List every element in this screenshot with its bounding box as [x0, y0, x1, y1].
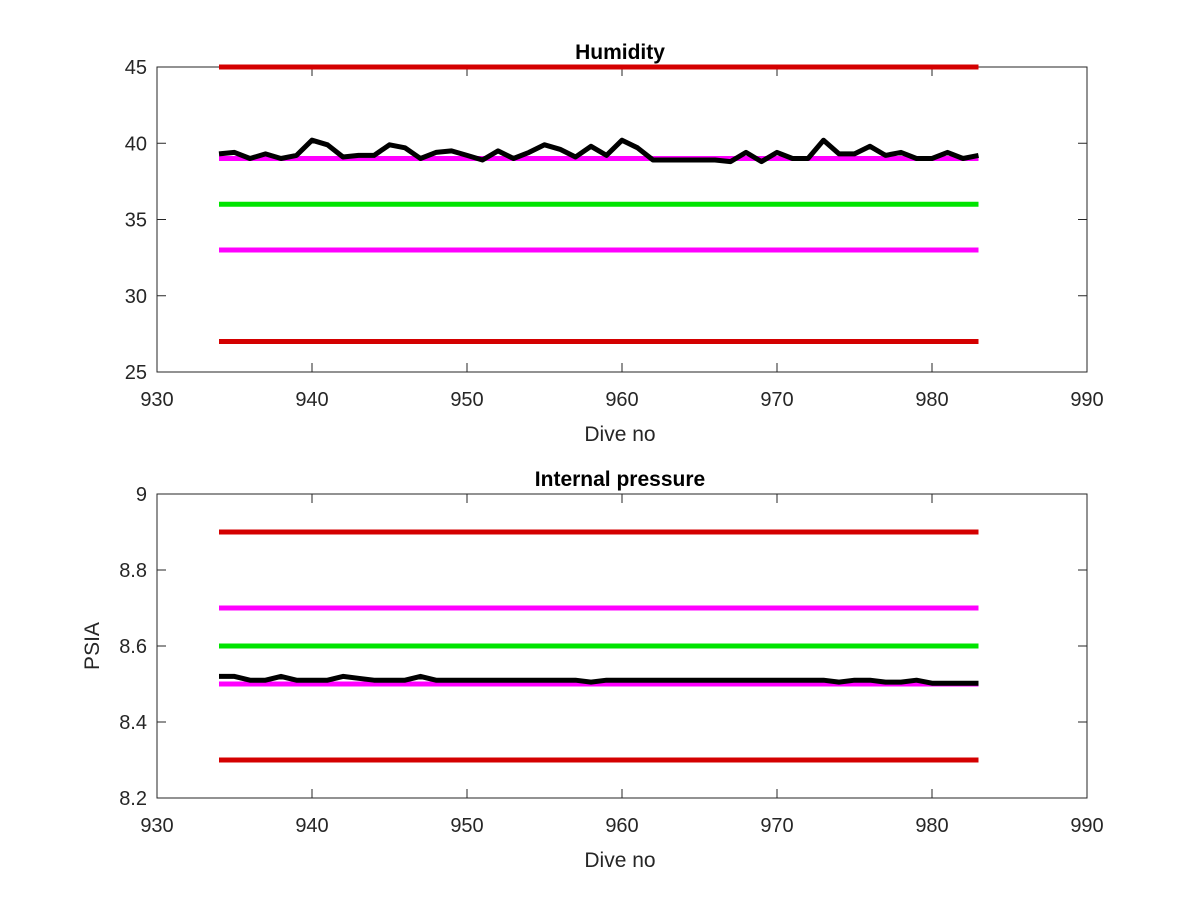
y-tick-label: 8.4 — [119, 712, 147, 734]
y-tick-label: 8.8 — [119, 560, 147, 582]
x-tick-label: 960 — [605, 815, 638, 837]
x-tick-label: 950 — [450, 389, 483, 411]
x-tick-label: 970 — [760, 389, 793, 411]
internal-pressure-chart: 930 940 950 960 970 980 990 8.2 8.4 8.6 8.8 9 Intern… — [81, 468, 1104, 872]
series-line — [219, 673, 979, 686]
y-tick-label: 35 — [125, 210, 147, 232]
x-tick-label: 980 — [915, 815, 948, 837]
y-tick-label: 25 — [125, 362, 147, 384]
x-tick-label: 990 — [1070, 389, 1103, 411]
x-tick-label: 940 — [295, 389, 328, 411]
x-tick-label: 990 — [1070, 815, 1103, 837]
x-axis-label: Dive no — [584, 423, 655, 446]
humidity-chart: 930 940 950 960 970 980 990 25 30 35 40 45 Humidity D… — [125, 41, 1104, 446]
y-tick-label: 9 — [136, 484, 147, 506]
x-tick-label: 940 — [295, 815, 328, 837]
chart-title: Internal pressure — [535, 468, 705, 491]
y-tick-label: 30 — [125, 286, 147, 308]
x-tick-label: 970 — [760, 815, 793, 837]
chart-title: Humidity — [575, 41, 665, 64]
x-tick-label: 930 — [140, 389, 173, 411]
y-tick-label: 8.6 — [119, 636, 147, 658]
axes-box — [156, 66, 1088, 373]
series-line — [218, 137, 979, 165]
y-tick-label: 8.2 — [119, 788, 147, 810]
x-tick-label: 930 — [140, 815, 173, 837]
y-tick-label: 40 — [125, 133, 147, 155]
y-tick-label: 45 — [125, 57, 147, 79]
x-tick-label: 960 — [605, 389, 638, 411]
x-axis-label: Dive no — [584, 849, 655, 872]
x-tick-label: 980 — [915, 389, 948, 411]
y-axis-label: PSIA — [81, 622, 104, 670]
x-tick-label: 950 — [450, 815, 483, 837]
